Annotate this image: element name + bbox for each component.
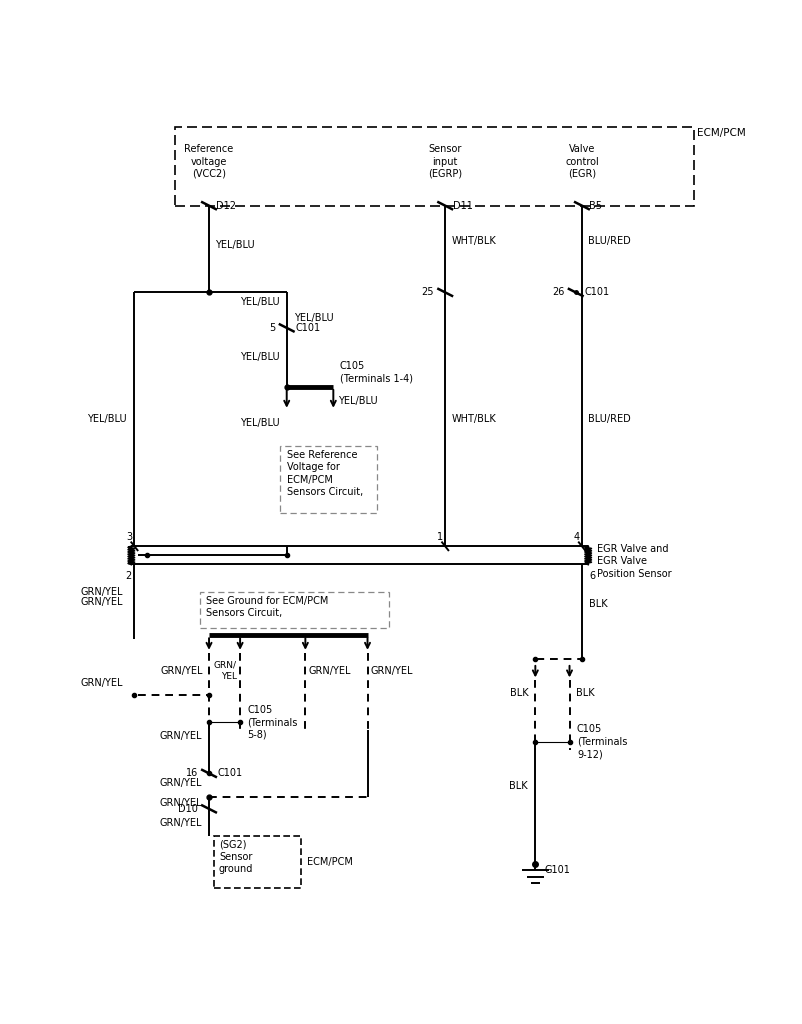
Text: G101: G101 — [544, 865, 570, 876]
Text: GRN/YEL: GRN/YEL — [160, 666, 203, 676]
Bar — [200, 592, 389, 628]
Bar — [214, 837, 301, 888]
Text: BLU/RED: BLU/RED — [588, 415, 631, 424]
Text: GRN/YEL: GRN/YEL — [159, 731, 201, 741]
Text: C101: C101 — [295, 323, 321, 333]
Text: GRN/YEL: GRN/YEL — [81, 597, 124, 607]
Text: YEL/BLU: YEL/BLU — [215, 240, 255, 250]
Text: GRN/YEL: GRN/YEL — [159, 778, 201, 788]
Text: WHT/BLK: WHT/BLK — [452, 415, 496, 424]
Text: C101: C101 — [585, 288, 610, 297]
Bar — [175, 127, 694, 206]
Text: Sensor
input
(EGRP): Sensor input (EGRP) — [428, 144, 462, 179]
Text: BLK: BLK — [509, 781, 528, 792]
Text: EGR Valve and
EGR Valve
Position Sensor: EGR Valve and EGR Valve Position Sensor — [597, 544, 672, 579]
Text: C105
(Terminals
9-12): C105 (Terminals 9-12) — [577, 724, 627, 759]
Text: Valve
control
(EGR): Valve control (EGR) — [565, 144, 599, 179]
Text: 4: 4 — [574, 531, 580, 542]
Text: YEL/BLU: YEL/BLU — [240, 297, 279, 307]
Text: 26: 26 — [552, 288, 565, 297]
Bar — [281, 446, 377, 513]
Text: 2: 2 — [125, 570, 132, 581]
Text: See Ground for ECM/PCM
Sensors Circuit,: See Ground for ECM/PCM Sensors Circuit, — [206, 596, 328, 618]
Text: YEL/BLU: YEL/BLU — [240, 418, 279, 427]
Text: B5: B5 — [589, 201, 602, 211]
Text: GRN/YEL: GRN/YEL — [309, 666, 351, 676]
Text: GRN/
YEL: GRN/ YEL — [214, 660, 237, 681]
Text: 1: 1 — [437, 531, 444, 542]
Text: (SG2)
Sensor
ground: (SG2) Sensor ground — [219, 840, 253, 874]
Text: C101: C101 — [217, 768, 243, 778]
Text: BLK: BLK — [511, 687, 529, 697]
Text: 25: 25 — [422, 288, 434, 297]
Text: C105
(Terminals 1-4): C105 (Terminals 1-4) — [339, 360, 412, 383]
Text: GRN/YEL: GRN/YEL — [371, 666, 413, 676]
Text: GRN/YEL: GRN/YEL — [81, 587, 124, 597]
Text: 16: 16 — [185, 768, 198, 778]
Text: WHT/BLK: WHT/BLK — [452, 237, 496, 246]
Text: ECM/PCM: ECM/PCM — [307, 857, 353, 867]
Text: 6: 6 — [589, 570, 596, 581]
Text: BLK: BLK — [576, 687, 594, 697]
Text: D11: D11 — [452, 201, 472, 211]
Text: 5: 5 — [269, 323, 276, 333]
Text: C105
(Terminals
5-8): C105 (Terminals 5-8) — [248, 705, 298, 739]
Text: Reference
voltage
(VCC2): Reference voltage (VCC2) — [184, 144, 233, 179]
Text: YEL/BLU: YEL/BLU — [294, 313, 334, 323]
Text: BLK: BLK — [589, 599, 608, 609]
Text: YEL/BLU: YEL/BLU — [240, 352, 279, 362]
Text: See Reference
Voltage for
ECM/PCM
Sensors Circuit,: See Reference Voltage for ECM/PCM Sensor… — [287, 451, 363, 498]
Text: D10: D10 — [178, 804, 198, 814]
Text: ECM/PCM: ECM/PCM — [697, 128, 746, 138]
Text: GRN/YEL: GRN/YEL — [81, 678, 124, 688]
Text: 3: 3 — [127, 531, 132, 542]
Text: D12: D12 — [217, 201, 237, 211]
Text: GRN/YEL: GRN/YEL — [159, 817, 201, 827]
Text: YEL/BLU: YEL/BLU — [338, 396, 378, 407]
Text: BLU/RED: BLU/RED — [588, 237, 631, 246]
Text: YEL/BLU: YEL/BLU — [87, 415, 127, 424]
Text: GRN/YEL: GRN/YEL — [159, 798, 201, 808]
